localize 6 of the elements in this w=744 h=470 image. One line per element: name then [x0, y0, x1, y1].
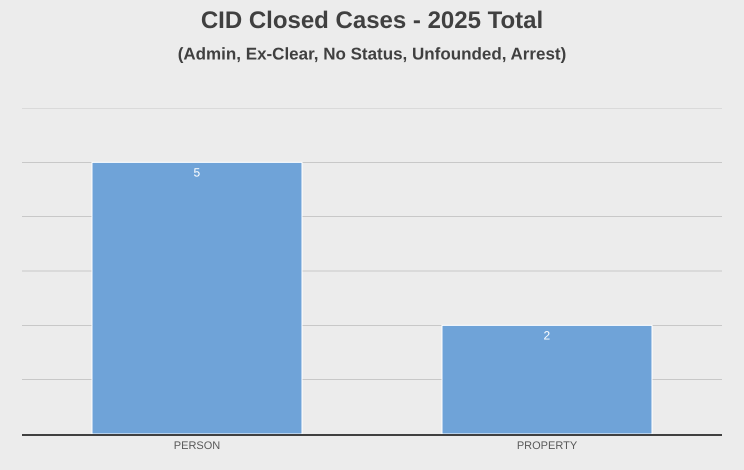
data-label: 2 [544, 328, 550, 342]
data-label: 5 [194, 165, 200, 180]
chart-title: CID Closed Cases - 2025 Total [200, 7, 544, 34]
x-tick-label: PERSON [174, 440, 220, 452]
x-tick-label: PROPERTY [516, 440, 578, 452]
chart-subtitle: (Admin, Ex-Clear, No Status, Unfounded, Arrest) [178, 44, 566, 64]
